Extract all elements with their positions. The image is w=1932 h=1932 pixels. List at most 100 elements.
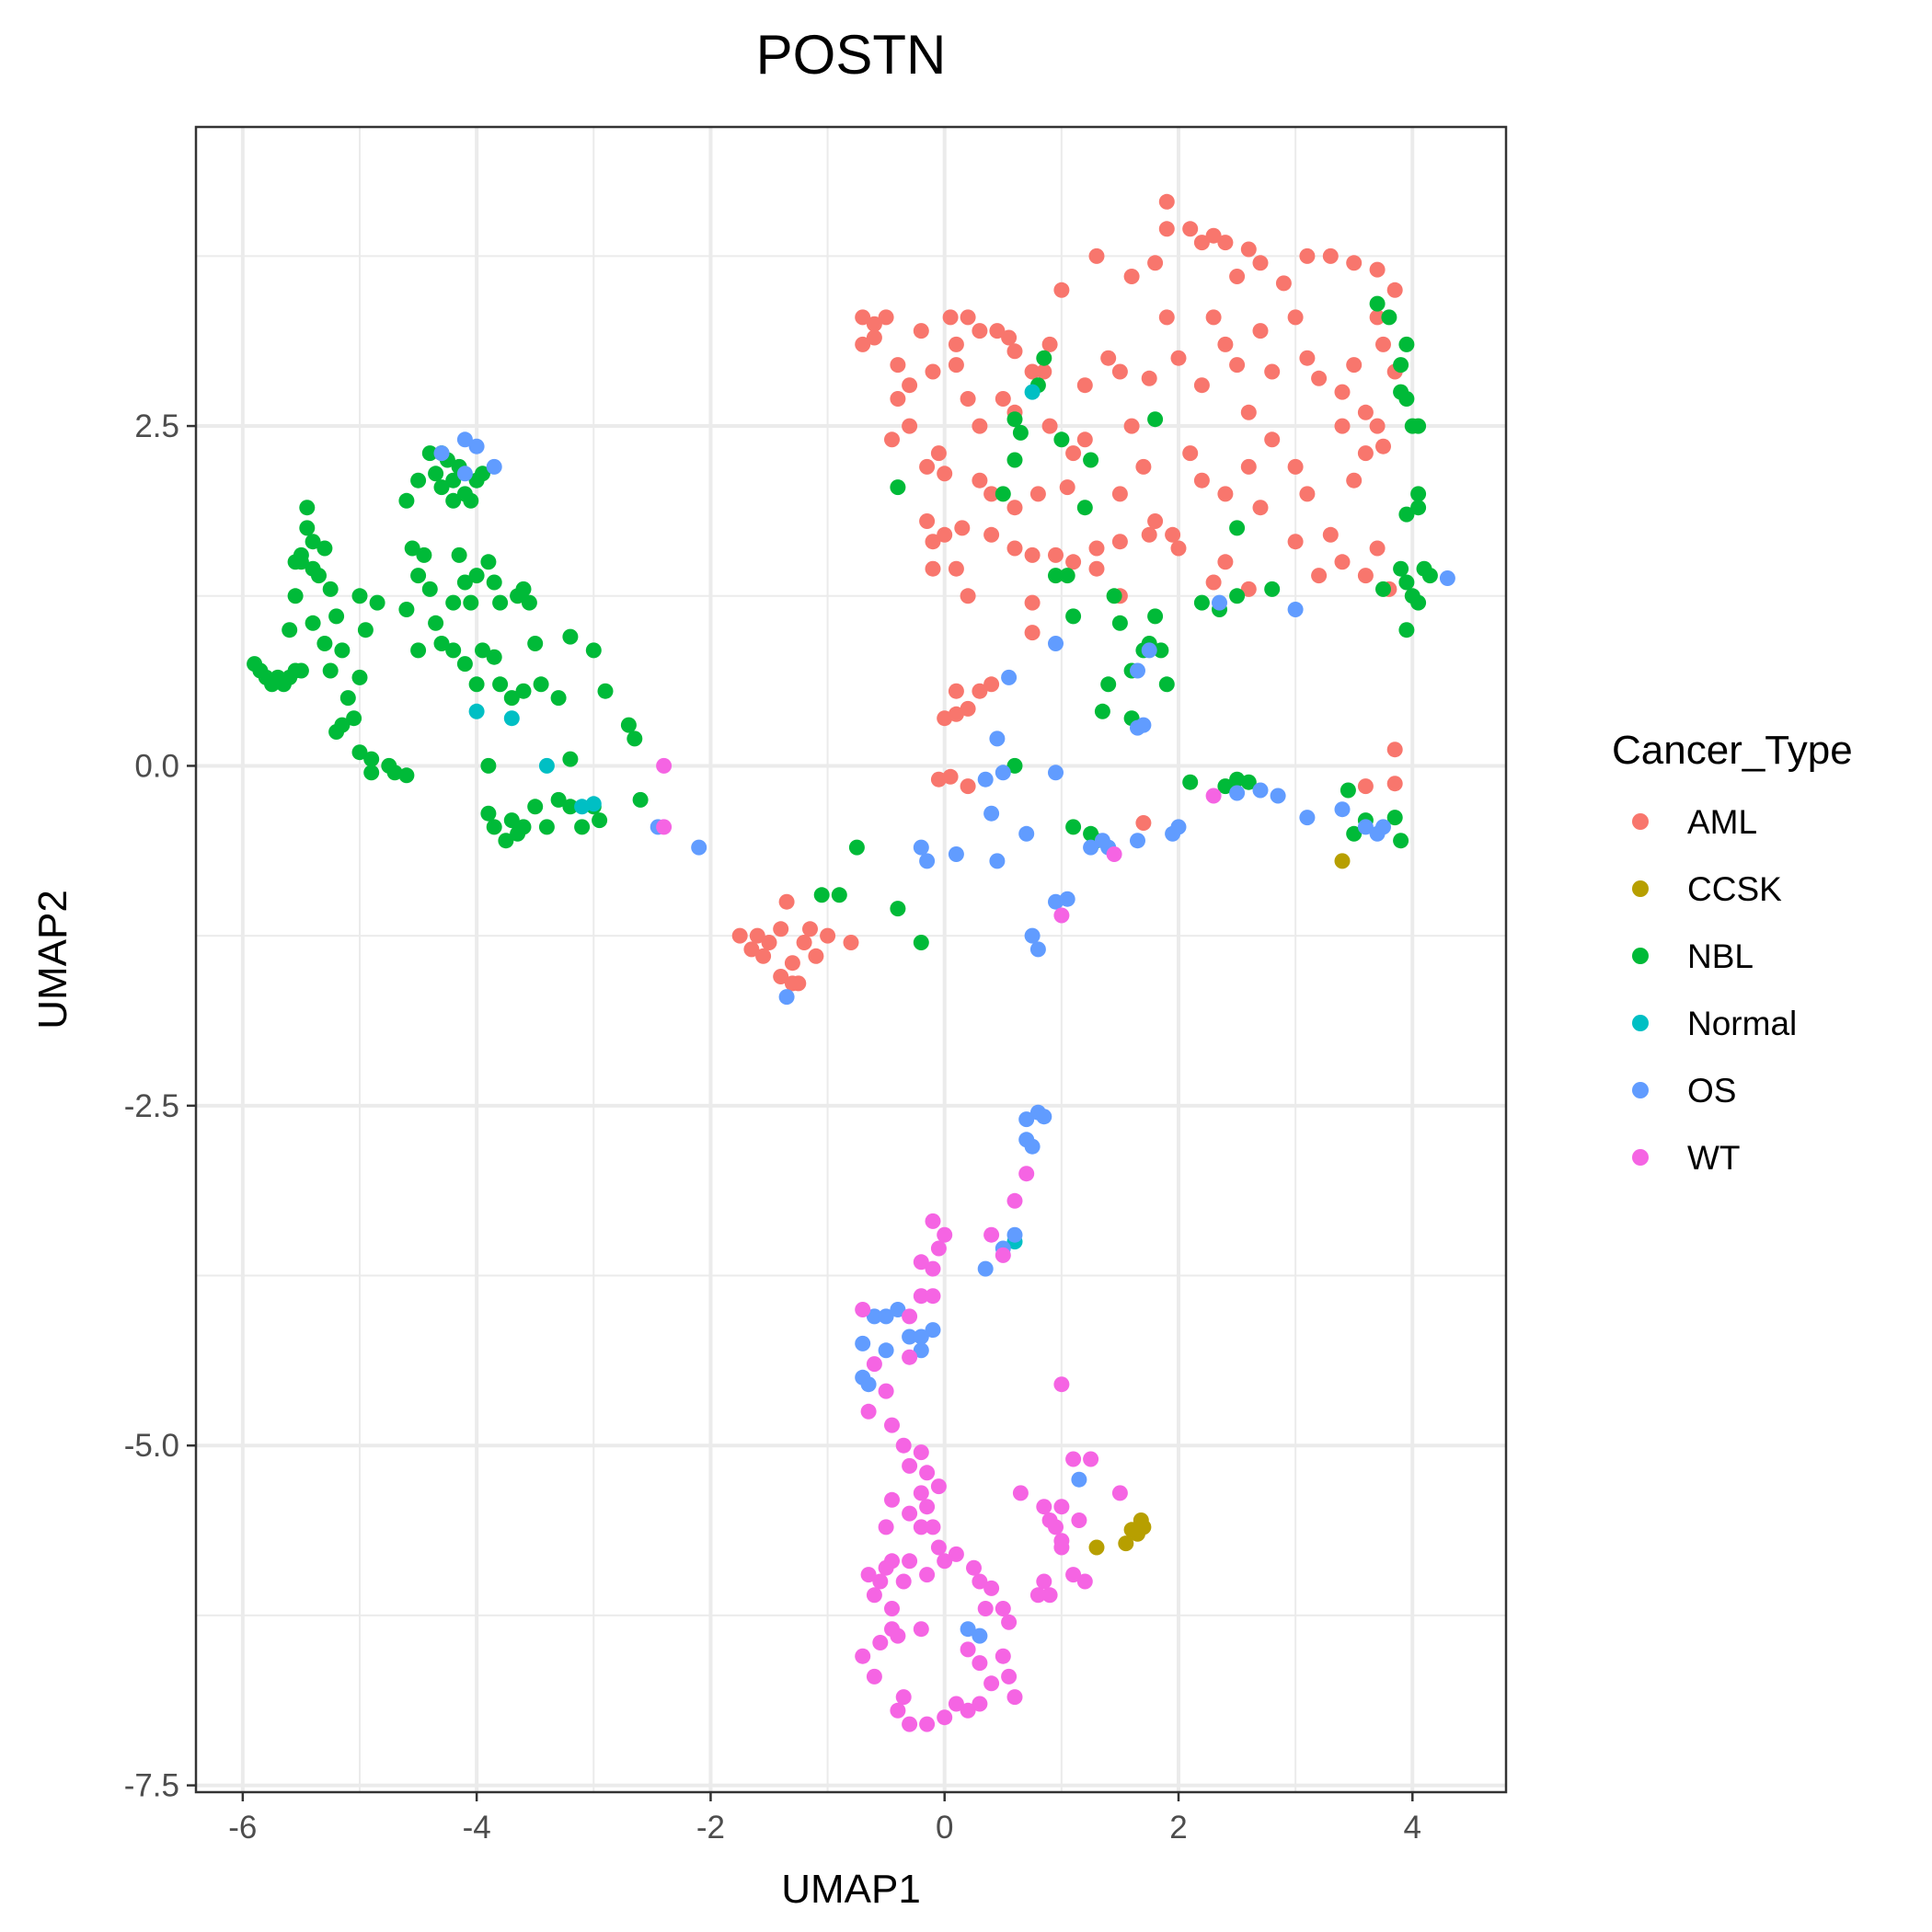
point-nbl	[1147, 608, 1164, 625]
point-nbl	[515, 683, 532, 699]
point-aml	[1135, 815, 1152, 831]
y-tick-label: 2.5	[134, 408, 179, 444]
point-nbl	[1369, 295, 1386, 312]
point-os	[878, 1342, 894, 1359]
point-ccsk	[1118, 1535, 1134, 1552]
point-aml	[1158, 193, 1175, 210]
point-wt	[925, 1288, 941, 1305]
point-nbl	[398, 492, 415, 509]
point-normal	[1024, 384, 1041, 400]
point-aml	[1205, 574, 1222, 591]
point-aml	[1375, 438, 1391, 454]
point-aml	[1240, 458, 1257, 475]
point-nbl	[421, 581, 438, 597]
point-os	[1334, 801, 1351, 818]
point-nbl	[995, 486, 1011, 502]
point-os	[1287, 602, 1304, 617]
point-aml	[1158, 309, 1175, 326]
point-aml	[1240, 404, 1257, 420]
point-os	[855, 1335, 871, 1351]
point-aml	[1059, 479, 1075, 496]
point-aml	[989, 323, 1006, 339]
point-nbl	[515, 819, 532, 835]
point-aml	[1252, 500, 1269, 516]
grid-minor	[196, 127, 1506, 1792]
point-wt	[925, 1213, 941, 1229]
point-os	[878, 1308, 894, 1325]
point-aml	[1252, 323, 1269, 339]
point-aml	[1386, 282, 1403, 298]
point-wt	[1065, 1451, 1082, 1467]
point-os	[995, 765, 1011, 781]
point-wt	[1006, 1192, 1023, 1209]
point-os	[1029, 941, 1046, 958]
point-aml	[925, 363, 941, 380]
point-nbl	[363, 765, 380, 781]
point-aml	[1287, 458, 1304, 475]
point-aml	[731, 927, 748, 944]
point-aml	[1036, 363, 1052, 380]
point-os	[983, 805, 1000, 822]
point-wt	[972, 1696, 988, 1712]
point-nbl	[1375, 581, 1391, 597]
point-os	[890, 1302, 906, 1317]
point-os	[1059, 891, 1075, 907]
point-wt	[972, 1573, 988, 1590]
point-wt	[1076, 1573, 1093, 1590]
point-wt	[878, 1383, 894, 1399]
point-wt	[1071, 1512, 1087, 1528]
point-os	[989, 730, 1006, 747]
point-aml	[1357, 568, 1374, 584]
legend-label-normal: Normal	[1687, 1005, 1797, 1042]
point-aml	[1048, 546, 1064, 563]
point-wt	[860, 1403, 877, 1420]
point-nbl	[503, 812, 520, 829]
point-nbl	[562, 751, 579, 767]
point-wt	[913, 1288, 929, 1305]
point-os	[1001, 669, 1018, 685]
point-aml	[1041, 418, 1058, 434]
point-os	[913, 1342, 929, 1359]
point-nbl	[334, 642, 351, 659]
point-nbl	[597, 683, 614, 699]
point-os	[1071, 1471, 1087, 1488]
point-wt	[948, 1696, 964, 1712]
point-os	[1048, 636, 1064, 651]
point-os	[919, 853, 936, 869]
point-wt	[1029, 1587, 1046, 1604]
point-nbl	[913, 935, 929, 950]
point-nbl	[1193, 594, 1210, 611]
point-nbl	[456, 574, 473, 591]
point-nbl	[421, 445, 438, 462]
x-tick-label: -2	[696, 1810, 725, 1846]
point-aml	[1334, 418, 1351, 434]
point-wt	[1036, 1499, 1052, 1515]
point-wt	[878, 1559, 894, 1576]
point-nbl	[410, 642, 427, 659]
point-wt	[902, 1505, 918, 1522]
point-nbl	[1217, 778, 1234, 795]
y-tick-label: 0.0	[134, 748, 179, 784]
point-aml	[1217, 235, 1234, 251]
x-axis-ticks: -6 -4 -2 0 2 4	[228, 1792, 1421, 1846]
point-nbl	[1094, 703, 1110, 719]
point-aml	[855, 336, 871, 352]
point-aml	[948, 336, 964, 352]
legend-label-wt: WT	[1687, 1139, 1741, 1177]
point-wt	[895, 1437, 912, 1454]
x-axis-label: UMAP1	[781, 1867, 921, 1912]
point-nbl	[1410, 594, 1427, 611]
point-wt	[977, 1601, 994, 1616]
point-aml	[954, 520, 971, 536]
point-nbl	[1006, 757, 1023, 774]
point-wt	[1065, 1567, 1082, 1583]
point-aml	[1135, 458, 1152, 475]
point-wt	[902, 1716, 918, 1732]
point-aml	[919, 513, 936, 529]
point-nbl	[1393, 833, 1409, 849]
point-aml	[890, 357, 906, 374]
point-nbl	[287, 588, 304, 604]
series-ccsk	[1088, 853, 1351, 1556]
point-aml	[1264, 363, 1281, 380]
point-aml	[1299, 486, 1316, 502]
